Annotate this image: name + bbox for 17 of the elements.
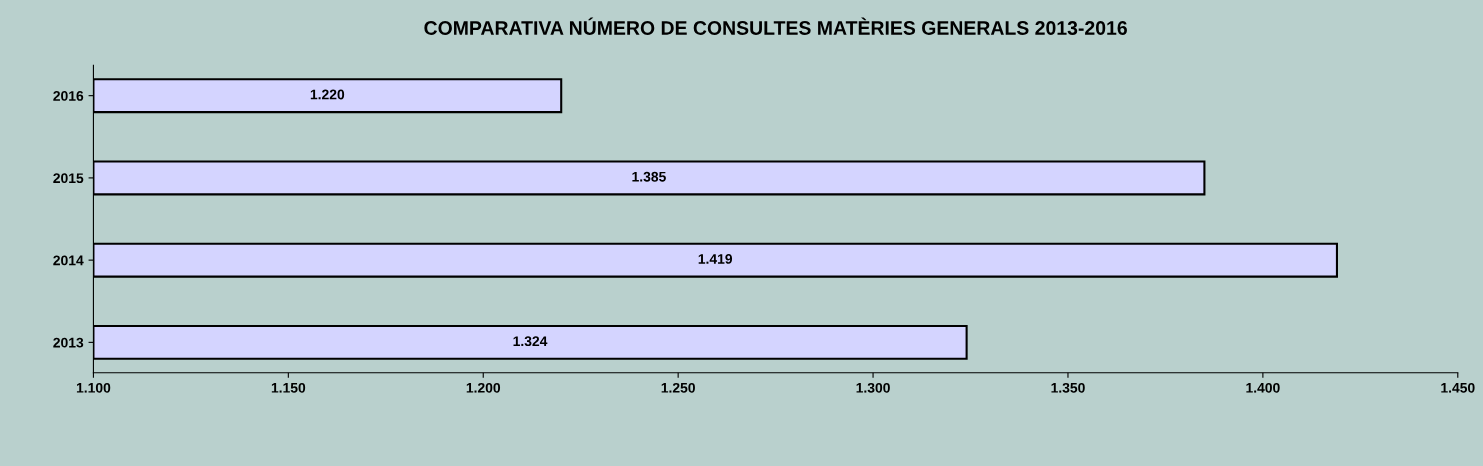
x-tick-label: 1.150 — [271, 382, 306, 393]
data-label: 1.324 — [513, 336, 548, 347]
y-tick-label: 2015 — [53, 173, 84, 184]
x-tick-label: 1.300 — [856, 382, 890, 393]
y-tick-label: 2014 — [53, 255, 84, 266]
x-tick-label: 1.250 — [661, 382, 695, 393]
x-tick-label: 1.350 — [1051, 382, 1085, 393]
data-label: 1.220 — [310, 89, 345, 100]
y-tick-label: 2016 — [53, 91, 84, 101]
y-tick-label: 2013 — [53, 337, 84, 348]
chart-title: COMPARATIVA NÚMERO DE CONSULTES MATÈRIES GENERALS 2013-2016 — [424, 17, 1127, 35]
x-tick-label: 1.200 — [466, 382, 501, 393]
x-tick-label: 1.100 — [76, 382, 111, 393]
data-label: 1.419 — [698, 254, 733, 264]
data-label: 1.385 — [632, 171, 666, 182]
x-tick-label: 1.450 — [1441, 382, 1475, 393]
x-tick-label: 1.400 — [1246, 382, 1280, 393]
